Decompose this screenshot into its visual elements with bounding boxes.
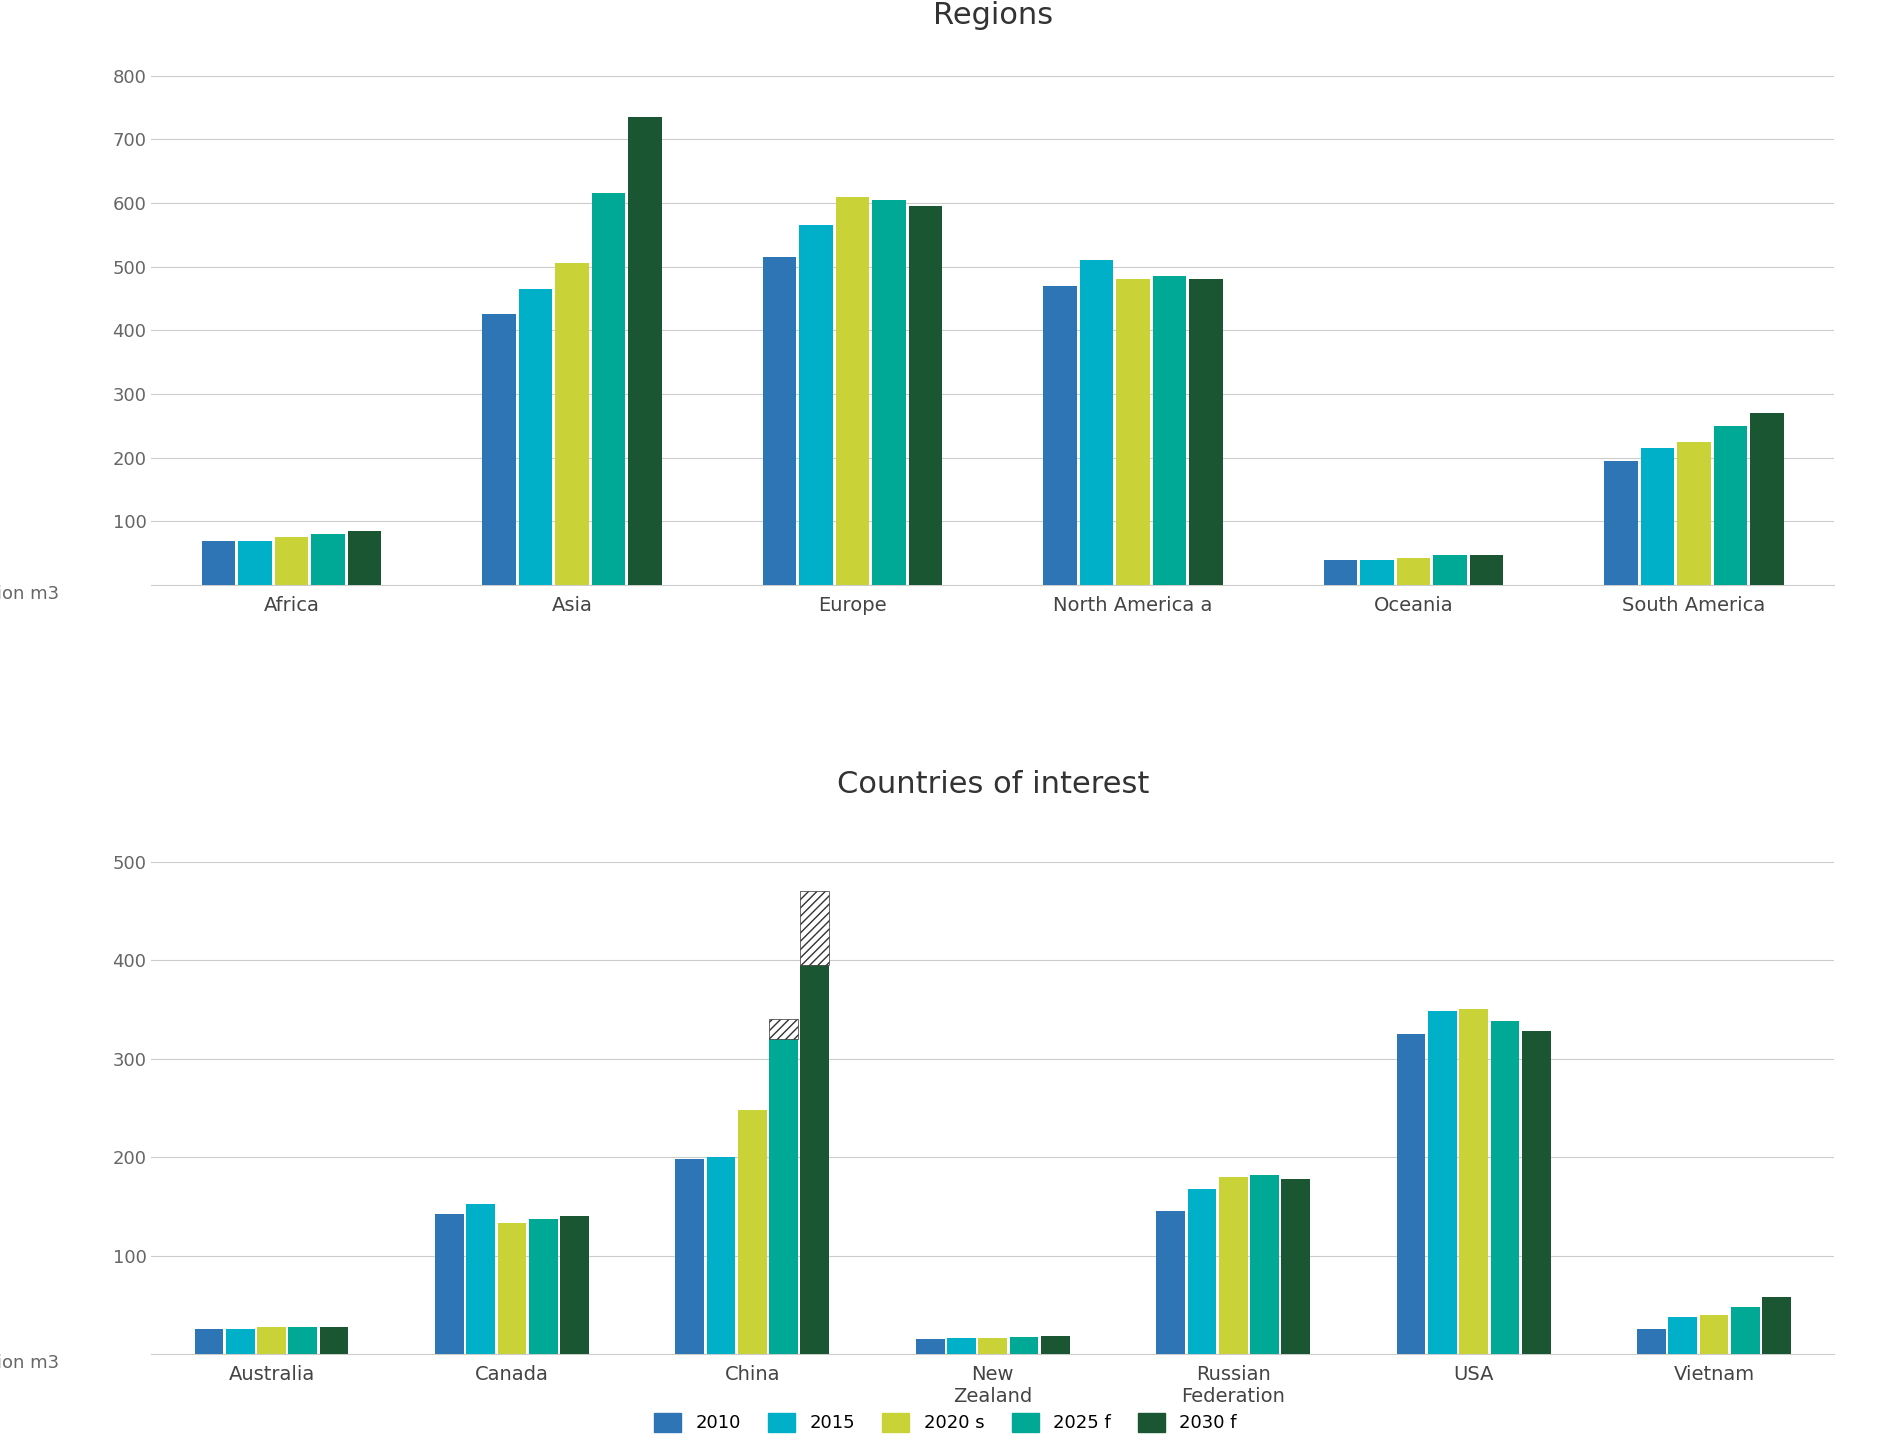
Bar: [1641, 448, 1674, 585]
Bar: [675, 1159, 703, 1354]
Bar: [1155, 1211, 1186, 1354]
Bar: [560, 1216, 588, 1354]
Bar: [1490, 1021, 1518, 1354]
Bar: [770, 1040, 798, 1354]
Bar: [872, 199, 906, 585]
Bar: [910, 207, 942, 585]
Bar: [1604, 462, 1638, 585]
Bar: [800, 965, 830, 1354]
Bar: [348, 531, 382, 585]
Bar: [978, 1338, 1008, 1354]
Bar: [1469, 555, 1503, 585]
Bar: [1433, 555, 1467, 585]
Bar: [1713, 427, 1747, 585]
Bar: [1188, 1188, 1216, 1354]
Bar: [1360, 559, 1394, 585]
Bar: [592, 194, 626, 585]
Bar: [1044, 285, 1076, 585]
Bar: [1324, 559, 1358, 585]
Y-axis label: million m3: million m3: [0, 1354, 59, 1372]
Y-axis label: million m3: million m3: [0, 585, 59, 603]
Bar: [1522, 1031, 1551, 1354]
Bar: [195, 1329, 223, 1354]
Bar: [1638, 1329, 1666, 1354]
Bar: [1154, 277, 1186, 585]
Bar: [1010, 1338, 1038, 1354]
Bar: [257, 1328, 286, 1354]
Bar: [836, 197, 870, 585]
Bar: [225, 1329, 255, 1354]
Bar: [467, 1204, 495, 1354]
Bar: [1189, 280, 1223, 585]
Bar: [800, 891, 830, 965]
Title: Countries of interest: Countries of interest: [836, 770, 1150, 799]
Bar: [1220, 1176, 1248, 1354]
Bar: [1700, 1315, 1728, 1354]
Bar: [770, 1019, 798, 1040]
Bar: [762, 258, 796, 585]
Bar: [800, 226, 832, 585]
Bar: [274, 537, 308, 585]
Bar: [1116, 280, 1150, 585]
Bar: [497, 1223, 526, 1354]
Bar: [1397, 1034, 1426, 1354]
Bar: [1677, 441, 1711, 585]
Bar: [1428, 1012, 1456, 1354]
Bar: [1282, 1179, 1310, 1354]
Bar: [529, 1219, 558, 1354]
Bar: [1762, 1297, 1791, 1354]
Bar: [518, 288, 552, 585]
Bar: [312, 534, 344, 585]
Bar: [737, 1109, 766, 1354]
Bar: [915, 1340, 946, 1354]
Bar: [556, 264, 588, 585]
Bar: [202, 540, 234, 585]
Bar: [628, 116, 662, 585]
Bar: [1751, 414, 1783, 585]
Bar: [238, 540, 272, 585]
Bar: [287, 1326, 318, 1354]
Bar: [1668, 1316, 1698, 1354]
Bar: [1080, 261, 1114, 585]
Bar: [1397, 559, 1430, 585]
Bar: [482, 314, 516, 585]
Bar: [1730, 1307, 1761, 1354]
Bar: [707, 1158, 736, 1354]
Legend: 2010, 2015, 2020 s, 2025 f, 2030 f: 2010, 2015, 2020 s, 2025 f, 2030 f: [647, 1406, 1244, 1440]
Bar: [947, 1338, 976, 1354]
Bar: [1460, 1009, 1488, 1354]
Bar: [435, 1214, 463, 1354]
Title: Regions: Regions: [932, 1, 1053, 31]
Bar: [1250, 1175, 1278, 1354]
Bar: [1040, 1337, 1070, 1354]
Bar: [320, 1326, 348, 1354]
